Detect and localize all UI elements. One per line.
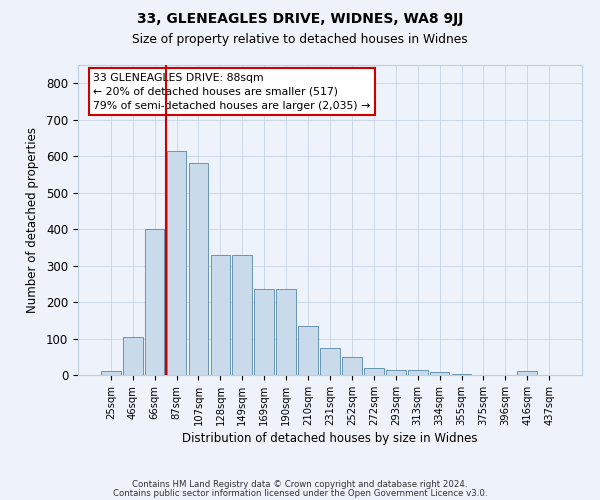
Text: 33 GLENEAGLES DRIVE: 88sqm
← 20% of detached houses are smaller (517)
79% of sem: 33 GLENEAGLES DRIVE: 88sqm ← 20% of deta…	[93, 72, 370, 111]
Bar	[430, 372, 449, 375]
Bar	[298, 326, 318, 375]
Bar	[232, 256, 252, 375]
Bar	[254, 290, 274, 375]
Bar	[342, 357, 362, 375]
Bar	[211, 256, 230, 375]
Bar	[167, 150, 187, 375]
Text: Contains HM Land Registry data © Crown copyright and database right 2024.: Contains HM Land Registry data © Crown c…	[132, 480, 468, 489]
Bar	[101, 372, 121, 375]
Bar	[145, 229, 164, 375]
Bar	[188, 164, 208, 375]
Text: Size of property relative to detached houses in Widnes: Size of property relative to detached ho…	[132, 32, 468, 46]
Bar	[408, 370, 428, 375]
X-axis label: Distribution of detached houses by size in Widnes: Distribution of detached houses by size …	[182, 432, 478, 445]
Bar	[452, 374, 472, 375]
Bar	[123, 336, 143, 375]
Bar	[386, 370, 406, 375]
Bar	[517, 372, 537, 375]
Text: 33, GLENEAGLES DRIVE, WIDNES, WA8 9JJ: 33, GLENEAGLES DRIVE, WIDNES, WA8 9JJ	[137, 12, 463, 26]
Bar	[320, 348, 340, 375]
Bar	[364, 368, 384, 375]
Text: Contains public sector information licensed under the Open Government Licence v3: Contains public sector information licen…	[113, 488, 487, 498]
Bar	[276, 290, 296, 375]
Y-axis label: Number of detached properties: Number of detached properties	[26, 127, 39, 313]
